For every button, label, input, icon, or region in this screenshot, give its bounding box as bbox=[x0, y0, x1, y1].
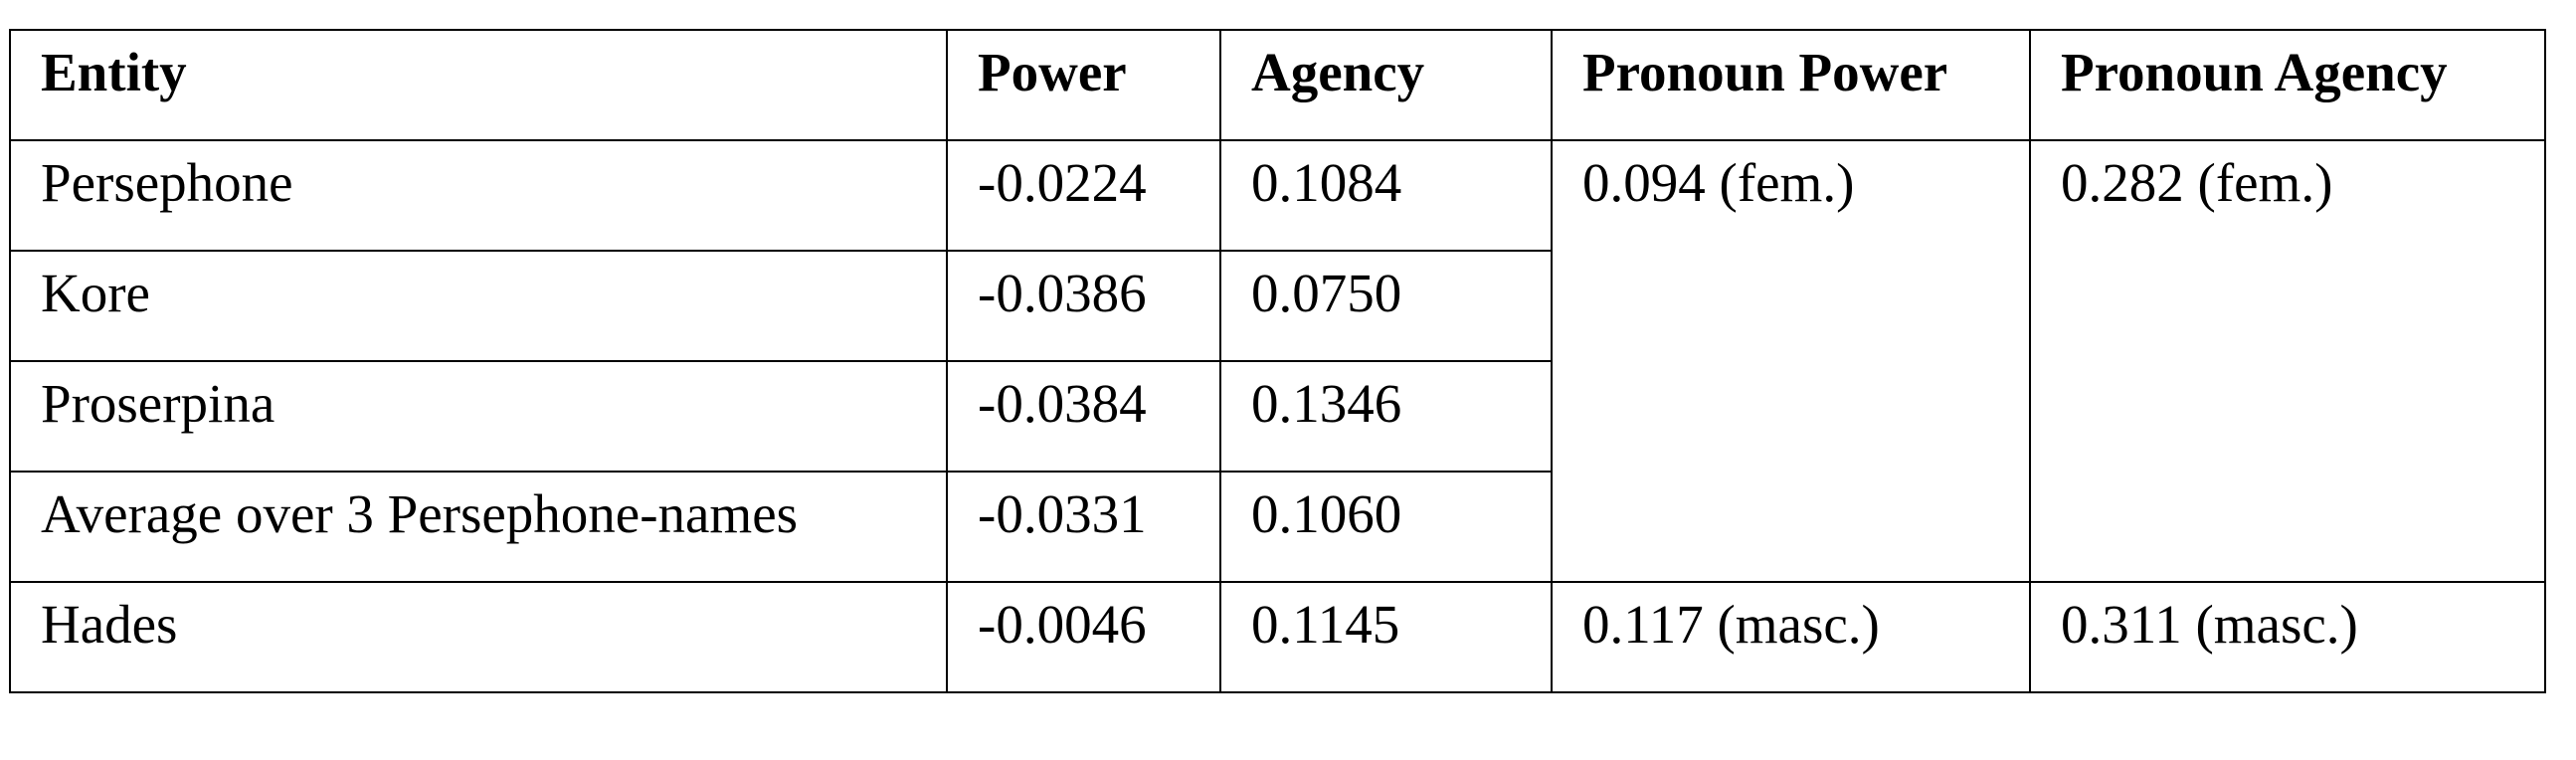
header-cell: Agency bbox=[1219, 29, 1553, 141]
table-cell: Persephone bbox=[9, 139, 948, 252]
table-cell: Hades bbox=[9, 581, 948, 693]
page: Entity Power Agency Pronoun Power Pronoun Ag… bbox=[9, 29, 2546, 693]
table-cell: 0.0750 bbox=[1219, 250, 1553, 362]
table-cell: -0.0331 bbox=[946, 471, 1221, 583]
table-cell: -0.0046 bbox=[946, 581, 1221, 693]
table-cell: Kore bbox=[9, 250, 948, 362]
data-table: Entity Power Agency Pronoun Power Pronoun Ag… bbox=[9, 29, 2546, 693]
table-row: Proserpina -0.0384 0.1346 bbox=[9, 360, 2545, 473]
header-cell: Pronoun Power bbox=[1551, 29, 2031, 141]
table-body: Persephone -0.0224 0.1084 0.094 (fem.) 0.282… bbox=[9, 139, 2546, 693]
table-cell: Average over 3 Persephone-names bbox=[9, 471, 948, 583]
table-cell: 0.117 (masc.) bbox=[1551, 581, 2031, 693]
table-cell: -0.0384 bbox=[946, 360, 1221, 473]
table-row: Persephone -0.0224 0.1084 0.094 (fem.) 0.282… bbox=[9, 139, 2546, 583]
table-cell: 0.094 (fem.) bbox=[1551, 139, 2031, 583]
table-header: Entity Power Agency Pronoun Power Pronoun Ag… bbox=[9, 29, 2546, 141]
header-cell: Pronoun Agency bbox=[2029, 29, 2546, 141]
table-cell: 0.311 (masc.) bbox=[2029, 581, 2546, 693]
table-cell: 0.1084 bbox=[1219, 139, 1553, 252]
table-row: Average over 3 Persephone-names -0.0331 0.… bbox=[9, 471, 2545, 583]
table-cell: 0.1346 bbox=[1219, 360, 1553, 473]
table-cell: -0.0224 bbox=[946, 139, 1221, 252]
header-row: Entity Power Agency Pronoun Power Pronoun Ag… bbox=[9, 29, 2546, 141]
table-cell: -0.0386 bbox=[946, 250, 1221, 362]
table-cell: 0.282 (fem.) bbox=[2029, 139, 2546, 583]
table-cell: 0.1145 bbox=[1219, 581, 1553, 693]
header-cell: Power bbox=[946, 29, 1221, 141]
table-row: Kore -0.0386 0.0750 bbox=[9, 250, 2545, 362]
table-cell: 0.1060 bbox=[1219, 471, 1553, 583]
header-cell: Entity bbox=[9, 29, 948, 141]
table-cell: Proserpina bbox=[9, 360, 948, 473]
table-row: Hades -0.0046 0.1145 0.117 (masc.) 0.311 (ma… bbox=[9, 581, 2546, 693]
